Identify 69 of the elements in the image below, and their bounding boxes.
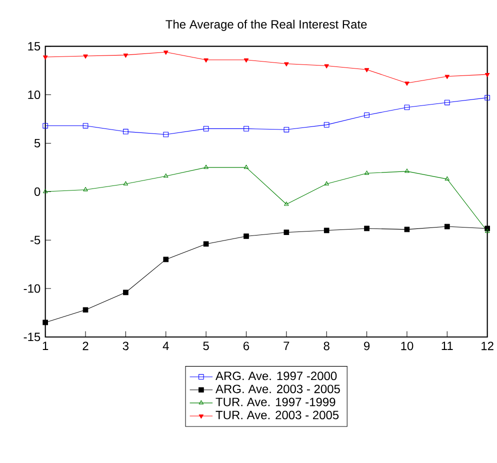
point [324, 228, 330, 234]
point [83, 187, 88, 192]
point [444, 74, 450, 80]
point [83, 54, 88, 59]
x-tick-label: 7 [284, 342, 290, 350]
point [284, 62, 289, 66]
point [284, 126, 290, 132]
point [204, 164, 208, 169]
point [364, 112, 370, 118]
point [203, 126, 209, 132]
y-tick-label: -5 [30, 236, 40, 244]
point [364, 170, 370, 175]
point [244, 234, 249, 239]
point [164, 50, 168, 55]
point [444, 224, 450, 230]
point [324, 64, 329, 68]
point [364, 68, 370, 72]
y-tick-label: -15 [24, 332, 40, 342]
point [404, 168, 410, 173]
chart-title: The Average of the Real Interest Rate [166, 20, 367, 31]
point [123, 54, 128, 58]
point [444, 176, 450, 181]
y-tick-label: 10 [28, 90, 40, 100]
x-tick-label: 6 [244, 342, 250, 350]
point [42, 320, 48, 326]
legend-label: TUR. Ave. 2003 - 2005 [216, 410, 339, 420]
point [284, 202, 289, 206]
point [324, 181, 329, 186]
x-tick-label: 3 [122, 342, 129, 350]
y-tick-label: 0 [34, 187, 40, 196]
point [123, 290, 128, 296]
legend-label: ARG. Ave. 1997 -2000 [216, 372, 337, 380]
point [484, 72, 490, 78]
point [163, 132, 169, 138]
x-tick-label: 1 [42, 342, 48, 350]
point [244, 58, 249, 63]
point [284, 230, 290, 236]
point [324, 122, 330, 128]
x-tick-label: 8 [324, 342, 330, 350]
x-tick-label: 12 [482, 342, 494, 350]
x-tick-label: 2 [82, 342, 88, 350]
x-tick-label: 5 [203, 342, 209, 350]
point [203, 241, 209, 247]
point [163, 256, 169, 262]
point [42, 123, 48, 128]
point [404, 226, 410, 232]
y-tick-label: 15 [28, 42, 40, 51]
point [404, 82, 410, 86]
legend-label: TUR. Ave. 1997 -1999 [216, 398, 336, 406]
legend-label: ARG. Ave. 2003 - 2005 [216, 384, 340, 394]
point [42, 56, 48, 60]
y-tick-label: 5 [34, 139, 40, 148]
point [82, 123, 88, 128]
point [82, 307, 88, 313]
x-tick-label: 10 [401, 342, 414, 350]
point [204, 58, 208, 63]
x-tick-label: 9 [364, 342, 370, 350]
point [123, 181, 128, 186]
point [404, 104, 410, 110]
point [444, 100, 450, 106]
point [244, 164, 249, 169]
point [123, 128, 128, 134]
x-tick-label: 11 [442, 342, 453, 350]
point [484, 95, 490, 100]
point [364, 226, 370, 232]
point [164, 173, 168, 178]
x-tick-label: 4 [162, 342, 169, 350]
y-tick-label: -10 [24, 284, 40, 293]
point [244, 126, 249, 132]
